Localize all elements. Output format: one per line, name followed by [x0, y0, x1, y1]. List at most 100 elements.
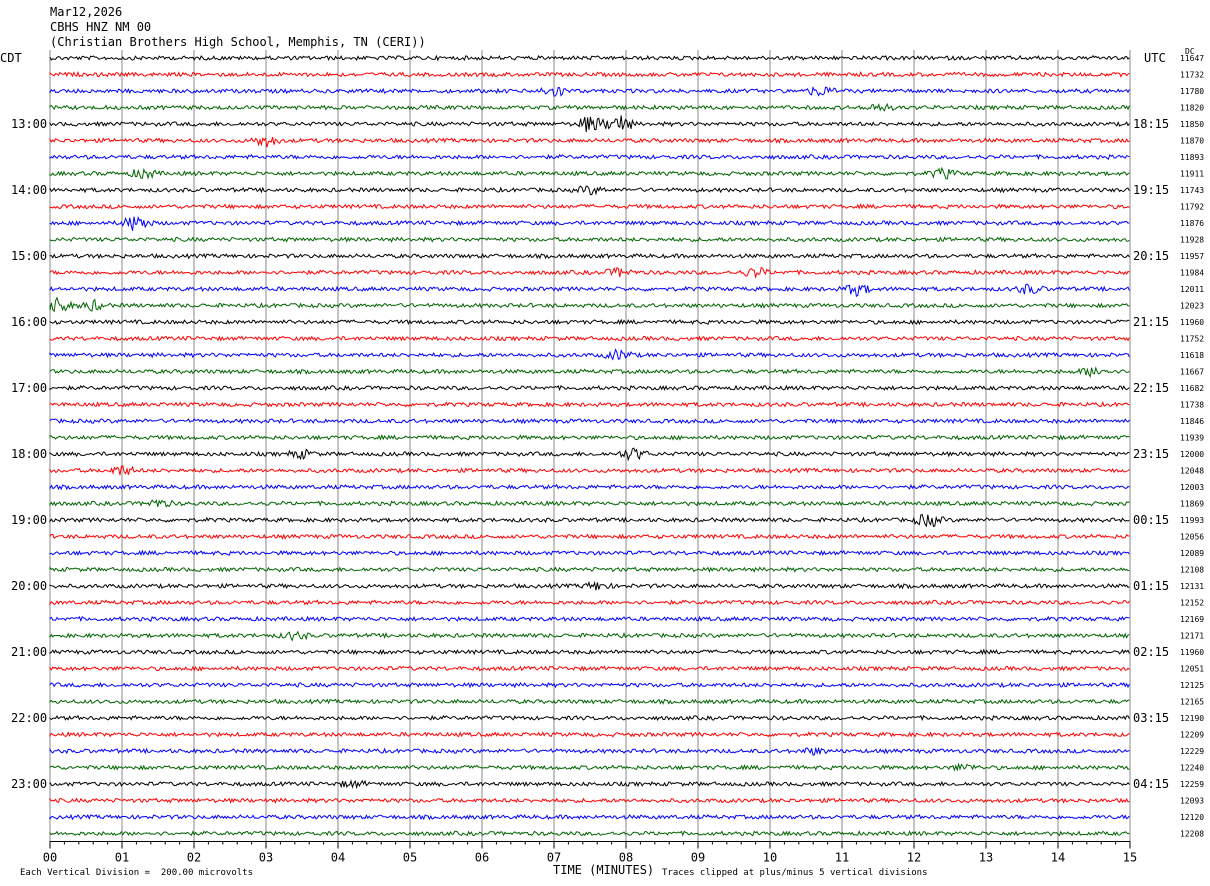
trace-row [49, 335, 1130, 342]
dc-offset-label: 11738 [1180, 401, 1204, 410]
trace-row [49, 348, 1130, 361]
trace-row [49, 648, 1130, 656]
dc-offset-label: 12209 [1180, 731, 1204, 740]
trace-row [49, 779, 1130, 790]
trace-row [49, 447, 1130, 462]
dc-offset-label: 11618 [1180, 351, 1204, 360]
cdt-hour-label: 22:00 [11, 711, 47, 725]
trace-row [49, 698, 1130, 705]
x-tick-label: 10 [763, 851, 777, 865]
trace-row [49, 71, 1130, 78]
dc-offset-label: 12131 [1180, 582, 1204, 591]
cdt-hour-label: 19:00 [11, 513, 47, 527]
x-tick-label: 08 [619, 851, 633, 865]
trace-row [49, 433, 1130, 441]
x-tick-label: 01 [115, 851, 129, 865]
dc-offset-label: 12051 [1180, 665, 1204, 674]
trace-row [49, 499, 1130, 508]
trace-row [49, 252, 1130, 260]
trace-row [49, 296, 1130, 313]
dc-offset-label: 12259 [1180, 780, 1204, 789]
dc-offset-label: 12125 [1180, 681, 1204, 690]
x-tick-label: 12 [907, 851, 921, 865]
dc-offset-label: 12003 [1180, 483, 1204, 492]
x-tick-label: 02 [187, 851, 201, 865]
plot-date: Mar12,2026 [50, 5, 123, 19]
dc-offset-label: 12120 [1180, 813, 1204, 822]
trace-row [49, 665, 1130, 672]
dc-offset-label: 11743 [1180, 186, 1204, 195]
dc-label: DC [1185, 47, 1195, 56]
dc-offset-label: 11911 [1180, 170, 1204, 179]
trace-row [49, 615, 1130, 623]
trace-row [49, 731, 1130, 738]
dc-offset-label: 12171 [1180, 632, 1204, 641]
dc-offset-label: 11960 [1180, 318, 1204, 327]
cdt-hour-label: 23:00 [11, 777, 47, 791]
trace-row [49, 166, 1130, 180]
dc-offset-label: 11984 [1180, 269, 1204, 278]
x-tick-label: 06 [475, 851, 489, 865]
x-tick-label: 00 [43, 851, 57, 865]
utc-hour-label: 19:15 [1133, 183, 1169, 197]
left-timezone-label: CDT [0, 51, 22, 65]
x-tick-label: 09 [691, 851, 705, 865]
trace-row [49, 580, 1130, 591]
dc-offset-label: 11993 [1180, 516, 1204, 525]
dc-offset-label: 12023 [1180, 302, 1204, 311]
trace-row [49, 54, 1130, 62]
cdt-hour-label: 18:00 [11, 447, 47, 461]
trace-row [49, 236, 1130, 243]
dc-offset-label: 11752 [1180, 335, 1204, 344]
dc-offset-label: 11732 [1180, 71, 1204, 80]
dc-offset-label: 12169 [1180, 615, 1204, 624]
dc-offset-label: 11846 [1180, 417, 1204, 426]
trace-row [49, 153, 1130, 161]
utc-hour-label: 21:15 [1133, 315, 1169, 329]
trace-row [49, 681, 1130, 689]
dc-offset-label: 11647 [1180, 54, 1204, 63]
dc-offset-label: 12011 [1180, 285, 1204, 294]
trace-row [49, 464, 1130, 476]
dc-offset-label: 12240 [1180, 764, 1204, 773]
trace-row [49, 86, 1130, 97]
trace-row [49, 630, 1130, 642]
scale-note: Each Vertical Division = 200.00 microvol… [20, 868, 253, 878]
station-site: (Christian Brothers High School, Memphis… [50, 35, 426, 49]
trace-row [49, 384, 1130, 392]
dc-offset-label: 12208 [1180, 830, 1204, 839]
x-tick-label: 11 [835, 851, 849, 865]
cdt-hour-label: 14:00 [11, 183, 47, 197]
trace-row [49, 549, 1130, 557]
trace-row [49, 533, 1130, 540]
cdt-hour-label: 15:00 [11, 249, 47, 263]
cdt-hour-label: 16:00 [11, 315, 47, 329]
dc-offset-label: 11960 [1180, 648, 1204, 657]
utc-hour-label: 00:15 [1133, 513, 1169, 527]
x-tick-label: 13 [979, 851, 993, 865]
dc-offset-label: 12048 [1180, 467, 1204, 476]
x-axis-label: TIME (MINUTES) [553, 863, 655, 877]
x-tick-label: 04 [331, 851, 345, 865]
dc-offset-label: 12229 [1180, 747, 1204, 756]
trace-row [49, 102, 1130, 112]
dc-offset-label: 12152 [1180, 599, 1204, 608]
dc-offset-label: 11780 [1180, 87, 1204, 96]
x-tick-label: 07 [547, 851, 561, 865]
dc-offset-label: 11928 [1180, 236, 1204, 245]
x-tick-label: 05 [403, 851, 417, 865]
trace-row [49, 714, 1130, 722]
utc-hour-label: 22:15 [1133, 381, 1169, 395]
dc-offset-label: 12165 [1180, 698, 1204, 707]
trace-row [49, 762, 1130, 772]
trace-row [49, 366, 1130, 379]
trace-row [49, 115, 1130, 132]
dc-offset-label: 12056 [1180, 533, 1204, 542]
trace-row [49, 746, 1130, 756]
station-code: CBHS HNZ NM 00 [50, 20, 152, 34]
cdt-hour-label: 13:00 [11, 117, 47, 131]
trace-row [49, 417, 1130, 425]
trace-row [49, 599, 1130, 606]
dc-offset-label: 11820 [1180, 104, 1204, 113]
